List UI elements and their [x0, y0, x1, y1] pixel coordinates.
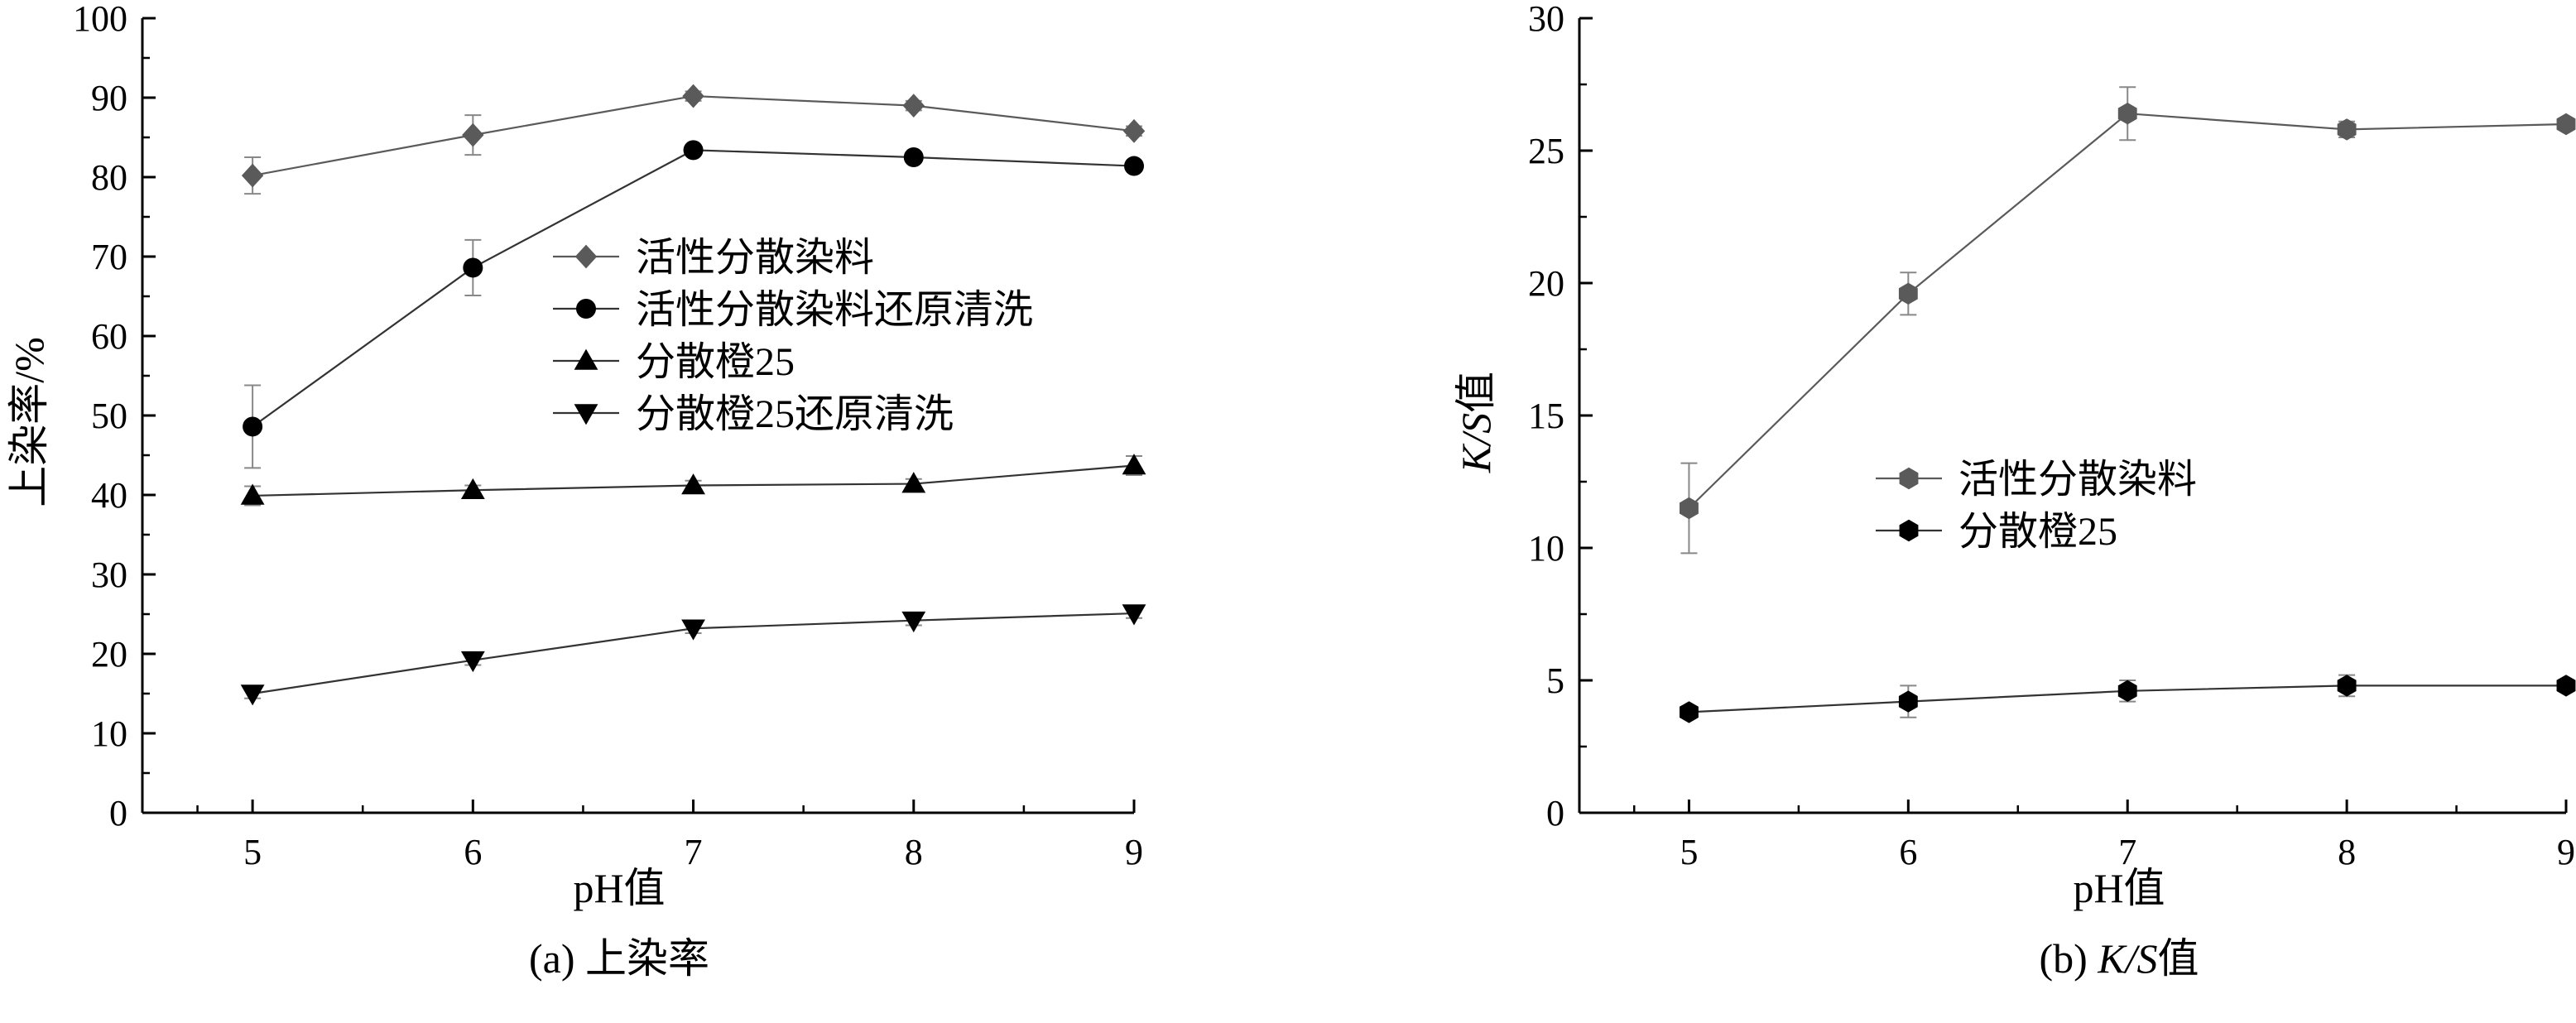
panel-b-y-axis-title-italic: K/S	[1453, 413, 1499, 473]
y-tick-label: 0	[1546, 793, 1564, 833]
y-tick-label: 10	[1528, 528, 1564, 569]
data-point-hexagon	[2337, 118, 2357, 141]
y-tick-label: 25	[1528, 131, 1564, 171]
data-point-diamond	[241, 163, 264, 188]
panel-a-caption: (a) 上染率	[529, 935, 709, 982]
x-tick-label: 6	[464, 832, 482, 872]
data-point-hexagon	[1898, 282, 1918, 305]
y-tick-label: 90	[91, 78, 127, 118]
x-tick-label: 5	[1680, 832, 1698, 872]
data-point-hexagon	[2117, 680, 2137, 702]
data-point-triangle-down	[1122, 604, 1146, 626]
legend-label: 分散橙25	[636, 340, 795, 384]
data-point-triangle-up	[460, 478, 485, 500]
data-point-circle	[1124, 156, 1144, 176]
y-tick-label: 15	[1528, 396, 1564, 436]
legend-marker	[574, 404, 598, 425]
data-point-triangle-up	[1122, 454, 1146, 475]
panel-a-x-axis-title: pH值	[573, 865, 665, 911]
y-tick-label: 50	[91, 396, 127, 436]
data-point-hexagon	[1680, 497, 1699, 520]
x-tick-label: 9	[1125, 832, 1143, 872]
panel-b-caption-suffix: 值	[2158, 935, 2199, 982]
panel-b-y-axis-title-suffix: 值	[1453, 372, 1499, 413]
legend-label: 活性分散染料	[636, 236, 874, 280]
panel-b-caption-italic: K/S	[2097, 935, 2157, 982]
x-tick-label: 7	[2118, 832, 2136, 872]
data-point-circle	[243, 416, 263, 437]
data-point-hexagon	[1898, 690, 1918, 713]
data-point-circle	[903, 147, 924, 167]
data-point-circle	[683, 140, 704, 161]
data-point-hexagon	[2556, 675, 2576, 697]
data-point-triangle-down	[460, 651, 485, 673]
data-point-triangle-up	[901, 472, 926, 493]
x-tick-label: 8	[2338, 832, 2356, 872]
y-tick-label: 10	[91, 713, 127, 754]
y-tick-label: 30	[91, 555, 127, 595]
x-tick-label: 5	[243, 832, 262, 872]
data-point-triangle-up	[681, 473, 705, 495]
x-tick-label: 6	[1899, 832, 1917, 872]
legend-label: 活性分散染料	[1958, 458, 2197, 502]
panel-a-ticks: 0 10 20 30 40 50 60 70 80 90 100 5 6 7 8 9	[73, 0, 1143, 872]
data-point-hexagon	[2556, 113, 2576, 136]
y-tick-label: 70	[91, 237, 127, 277]
data-point-circle	[463, 257, 483, 278]
panel-b-ticks: 0 5 10 15 20 25 30 5 6 7 8 9	[1528, 0, 2575, 872]
y-tick-label: 20	[91, 634, 127, 675]
data-point-triangle-down	[681, 619, 705, 641]
legend-label: 分散橙25还原清洗	[636, 392, 954, 436]
x-tick-label: 7	[685, 832, 703, 872]
y-tick-label: 100	[73, 0, 127, 39]
series-line	[1688, 113, 2567, 509]
data-point-hexagon	[2337, 675, 2357, 697]
x-tick-label: 9	[2557, 832, 2575, 872]
legend-label: 分散橙25	[1958, 510, 2117, 554]
legend-marker	[576, 299, 596, 319]
data-point-diamond	[682, 84, 704, 108]
y-tick-label: 80	[91, 157, 127, 198]
data-point-triangle-down	[240, 684, 265, 706]
x-tick-label: 8	[905, 832, 923, 872]
data-point-hexagon	[1680, 701, 1699, 723]
panel-a-y-axis-title: 上染率/%	[6, 337, 52, 507]
y-tick-label: 5	[1546, 660, 1564, 701]
data-point-diamond	[902, 94, 925, 118]
y-tick-label: 60	[91, 316, 127, 357]
legend-marker	[1899, 467, 1919, 490]
panel-b-caption: (b) K/S值	[2039, 935, 2199, 982]
y-tick-label: 20	[1528, 263, 1564, 304]
data-point-diamond	[462, 122, 484, 147]
panel-a-markers	[240, 84, 1146, 706]
panel-b-x-axis-title: pH值	[2073, 865, 2165, 911]
data-point-triangle-up	[240, 483, 265, 505]
panel-b-series-lines	[1688, 113, 2567, 713]
y-tick-label: 40	[91, 475, 127, 516]
panel-b-caption-prefix: (b)	[2039, 935, 2098, 982]
legend-marker	[574, 244, 598, 269]
panel-b-y-axis-title: K/S值	[1453, 372, 1499, 473]
y-tick-label: 30	[1528, 0, 1564, 39]
legend-marker	[1899, 519, 1919, 542]
legend-label: 活性分散染料还原清洗	[636, 288, 1033, 332]
panel-b-error-bars	[1680, 86, 2574, 718]
y-tick-label: 0	[109, 793, 127, 833]
data-point-hexagon	[2117, 103, 2137, 125]
panel-b-markers	[1680, 103, 2576, 723]
data-point-diamond	[1122, 118, 1146, 143]
data-point-triangle-down	[901, 611, 926, 633]
legend-marker	[574, 348, 598, 370]
